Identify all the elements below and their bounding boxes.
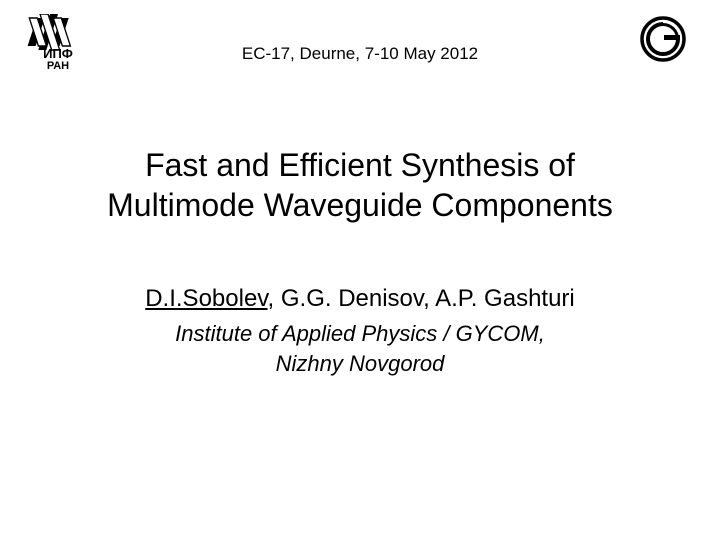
- authors-block: D.I.Sobolev, G.G. Denisov, A.P. Gashturi…: [0, 285, 720, 378]
- affiliation-line-2: Nizhny Novgorod: [0, 349, 720, 379]
- gycom-logo: [640, 16, 686, 67]
- presenting-author: D.I.Sobolev: [145, 285, 267, 312]
- title-line-1: Fast and Efficient Synthesis of: [0, 145, 720, 185]
- conference-info: EC-17, Deurne, 7-10 May 2012: [0, 44, 720, 64]
- title-line-2: Multimode Waveguide Components: [0, 185, 720, 225]
- authors-line: D.I.Sobolev, G.G. Denisov, A.P. Gashturi: [0, 285, 720, 313]
- affiliation-line-1: Institute of Applied Physics / GYCOM,: [0, 319, 720, 349]
- affiliation: Institute of Applied Physics / GYCOM, Ni…: [0, 319, 720, 378]
- coauthors: , G.G. Denisov, A.P. Gashturi: [268, 285, 575, 312]
- presentation-title: Fast and Efficient Synthesis of Multimod…: [0, 145, 720, 225]
- conference-text: EC-17, Deurne, 7-10 May 2012: [242, 44, 478, 63]
- header-row: ИПФ РАН EC-17, Deurne, 7-10 May 2012: [0, 14, 720, 74]
